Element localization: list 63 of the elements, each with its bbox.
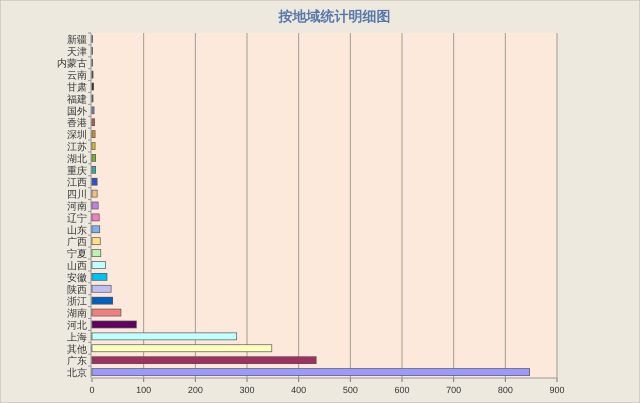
x-tick-label: 500	[342, 385, 358, 395]
y-tick-label: 江西	[67, 176, 87, 189]
x-tick-label: 700	[446, 385, 462, 395]
bar	[92, 142, 96, 150]
y-tick-label: 山西	[67, 260, 87, 272]
bar	[92, 332, 238, 340]
x-tick-label: 400	[291, 385, 306, 395]
y-tick-label: 重庆	[67, 164, 87, 177]
y-tick-label: 广西	[67, 236, 87, 248]
bar	[92, 261, 106, 269]
x-tick-label: 900	[549, 385, 565, 395]
bar	[92, 106, 94, 114]
y-tick-label: 深圳	[67, 129, 87, 142]
bar	[92, 344, 272, 352]
bar	[92, 320, 137, 328]
bar	[92, 202, 99, 210]
x-tick-label: 300	[239, 385, 255, 395]
bar	[92, 249, 102, 257]
y-tick-label: 其他	[67, 343, 87, 356]
y-tick-label: 广东	[67, 355, 87, 368]
y-tick-label: 宁夏	[67, 248, 87, 260]
x-tick-label: 600	[394, 385, 410, 395]
y-tick-label: 河南	[67, 200, 87, 212]
chart-title: 按地域统计明细图	[278, 8, 390, 24]
y-tick-label: 福建	[67, 93, 87, 106]
bar	[92, 190, 98, 198]
bar	[92, 178, 98, 186]
bar	[92, 130, 96, 138]
x-tick-label: 800	[498, 385, 513, 395]
y-tick-label: 浙江	[67, 296, 87, 308]
y-tick-label: 四川	[67, 188, 87, 201]
y-tick-label: 北京	[67, 367, 87, 380]
y-tick-label: 云南	[67, 70, 87, 82]
bar	[92, 154, 96, 162]
y-tick-label: 香港	[67, 117, 87, 130]
x-tick-label: 200	[188, 385, 203, 395]
bar	[92, 118, 95, 126]
y-tick-label: 天津	[67, 46, 87, 58]
bar	[92, 225, 100, 234]
y-tick-label: 内蒙古	[57, 58, 87, 70]
bar	[92, 237, 101, 246]
y-tick-label: 湖北	[67, 152, 87, 165]
bar	[92, 284, 112, 293]
bar	[92, 308, 122, 316]
bar	[92, 296, 114, 305]
x-tick-label: 0	[89, 385, 95, 395]
y-tick-label: 辽宁	[67, 212, 87, 224]
y-tick-label: 安徽	[67, 272, 87, 284]
y-tick-label: 江苏	[67, 141, 87, 154]
bar	[92, 356, 317, 364]
y-tick-label: 山东	[67, 224, 87, 236]
bar	[92, 214, 100, 222]
y-tick-label: 新疆	[67, 34, 87, 46]
x-tick-label: 100	[136, 385, 152, 395]
bar	[92, 273, 108, 281]
y-tick-label: 河北	[67, 319, 87, 332]
y-tick-label: 甘肃	[67, 82, 87, 94]
bar	[92, 166, 96, 174]
y-tick-label: 国外	[67, 106, 87, 118]
bar	[92, 368, 530, 376]
y-tick-label: 上海	[67, 331, 87, 344]
y-tick-label: 湖南	[67, 308, 87, 320]
y-tick-label: 陕西	[67, 284, 87, 296]
